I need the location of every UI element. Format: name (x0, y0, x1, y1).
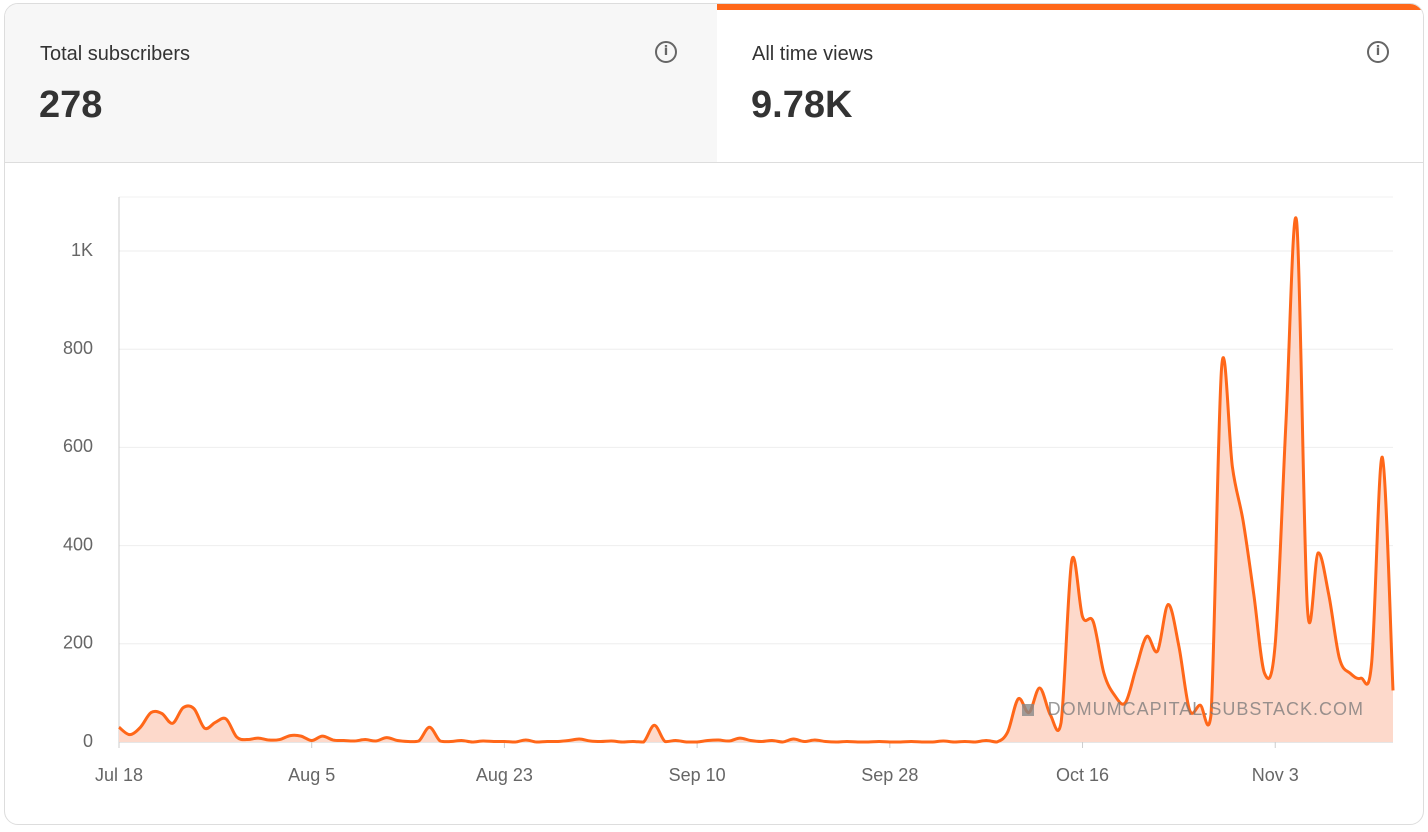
tab-value: 278 (39, 84, 103, 126)
tab-views[interactable]: All time views 9.78K i (717, 4, 1423, 163)
x-tick-label: Aug 5 (288, 765, 335, 785)
info-icon[interactable]: i (1367, 41, 1389, 63)
watermark-icon (1022, 704, 1034, 716)
x-tick-label: Aug 23 (476, 765, 533, 785)
x-tick-label: Sep 28 (861, 765, 918, 785)
card: Total subscribers 278 i All time views 9… (4, 3, 1424, 825)
tab-label: Total subscribers (40, 43, 191, 65)
y-tick-label: 200 (63, 633, 93, 653)
tab-value: 9.78K (751, 84, 853, 126)
tab-subscribers[interactable]: Total subscribers 278 i (5, 4, 717, 163)
area (119, 217, 1393, 743)
info-icon[interactable]: i (655, 41, 677, 63)
x-tick-label: Jul 18 (95, 765, 143, 785)
y-tick-label: 1K (71, 240, 93, 260)
y-tick-label: 800 (63, 338, 93, 358)
y-tick-label: 400 (63, 534, 93, 554)
line (118, 216, 1395, 744)
tab-label: All time views (752, 43, 874, 65)
y-tick-label: 0 (83, 731, 93, 751)
x-tick-label: Nov 3 (1252, 765, 1299, 785)
x-tick-label: Oct 16 (1056, 765, 1109, 785)
x-tick-label: Sep 10 (669, 765, 726, 785)
y-tick-label: 600 (63, 436, 93, 456)
watermark: DOMUMCAPITAL.SUBSTACK.COM (1048, 699, 1364, 719)
